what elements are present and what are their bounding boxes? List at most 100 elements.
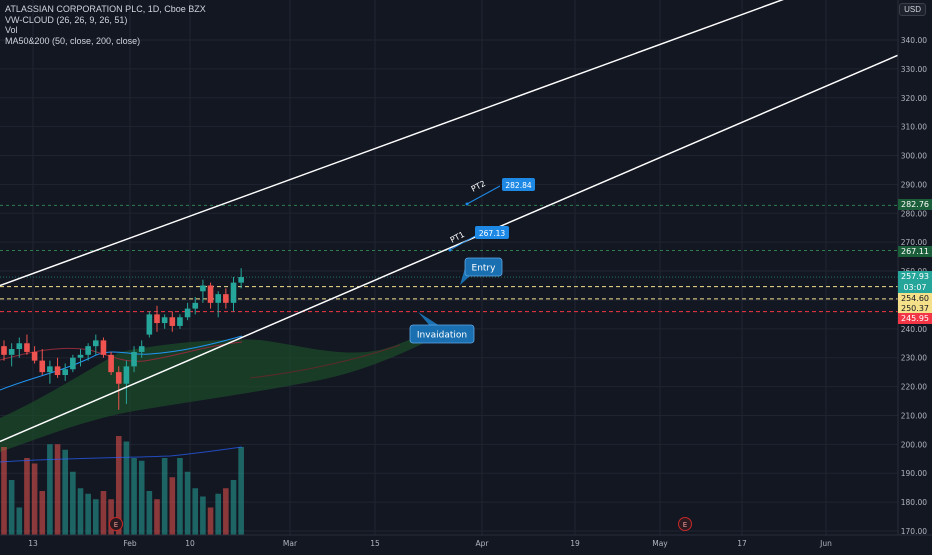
pt2-arrow [466,185,501,205]
candle-body [93,340,99,347]
volume-bar [154,499,160,535]
earnings-marker-jan-label: E [114,521,118,529]
x-tick-label: 17 [737,539,747,548]
volume-bar [207,507,214,535]
volume-bar [138,460,145,535]
indicator-ma[interactable]: MA50&200 (50, close, 200, close) [5,35,141,46]
y-tick-label: 270.00 [901,238,927,247]
ma50-line [0,335,243,391]
volume-bar [77,488,84,535]
pt1-dot [448,248,452,252]
entry-callout-box [464,257,503,277]
pt1-value-box [475,226,509,239]
candle-body [207,285,214,303]
earnings-marker-jan [109,517,123,531]
volume-bar [123,441,130,535]
volume-bar [108,499,114,535]
lower-channel-line [0,54,899,443]
candle-body [146,314,153,335]
chart-legend: ATLASSIAN CORPORATION PLC, 1D, Cboe BZX … [5,4,206,46]
volume-bar [62,449,68,535]
candle-body [223,294,229,303]
candle-body [154,314,160,324]
y-tick-label: 340.00 [901,36,927,45]
symbol-title[interactable]: ATLASSIAN CORPORATION PLC, 1D, Cboe BZX [5,4,206,14]
candle-body [47,366,53,373]
cloud-edge [249,344,401,379]
volume-bar [169,477,176,535]
volume-bar [238,447,244,535]
volume-bar [1,447,7,535]
x-tick-label: Apr [476,539,490,548]
candle-body [200,285,206,292]
candle-body [100,340,107,355]
volume-bar [39,491,46,535]
candle-body [62,369,68,376]
volume-bar [93,499,99,535]
volume-bar [200,496,206,535]
candle-body [85,346,91,355]
x-tick-label: 19 [570,539,580,548]
currency-button[interactable]: USD [899,3,926,16]
trendlines[interactable] [0,0,899,443]
upper-channel-line [0,0,784,287]
y-tick-label: 170.00 [901,527,927,536]
candle-body [192,302,199,309]
y-tick-label: 320.00 [901,94,927,103]
candle-body [215,294,221,303]
earnings-marker-may-label: E [683,521,687,529]
candle-body [24,343,30,352]
x-tick-label: 15 [370,539,380,548]
volume-bar [223,488,229,535]
candle-body [39,360,46,373]
pt2-value: 282.84 [505,181,531,190]
x-tick-label: 13 [28,539,38,548]
indicator-volume[interactable]: Vol [5,25,18,35]
candle-body [238,277,244,283]
volume-bar [85,493,91,535]
price-box: 282.76 [898,198,932,210]
candle-body [115,372,122,384]
volume-bar [230,480,237,535]
y-tick-label: 210.00 [901,411,927,420]
x-tick-label: 10 [185,539,195,548]
volume-bar [215,493,221,535]
invalidation-callout-box [409,324,475,344]
candle-body [31,351,38,361]
indicator-vw-cloud[interactable]: VW-CLOUD (26, 26, 9, 26, 51) [5,14,128,25]
candle-body [54,366,61,376]
volume-bar [100,491,107,535]
entry-callout-text: Entry [472,264,497,274]
price-box: 245.95 [898,312,932,324]
x-tick-label: Feb [123,539,137,548]
earnings-marker-may [678,517,692,531]
pt2-label: PT2 [470,179,487,194]
y-tick-label: 190.00 [901,469,927,478]
volume-bar [47,444,53,535]
pt1-value: 267.13 [479,229,505,238]
pt2-dot [465,202,469,206]
volume-bar [184,471,191,535]
y-tick-label: 200.00 [901,440,927,449]
candle-body [1,346,7,355]
y-tick-label: 310.00 [901,123,927,132]
price-box: 250.37 [898,302,932,314]
vw-cloud [0,330,430,452]
volume-bar [192,488,199,535]
candle-body [16,343,23,350]
x-tick-label: Mar [283,539,298,548]
price-box: 254.60 [898,292,932,304]
volume-bar [54,444,61,535]
volume-bar [161,458,168,535]
candle-body [184,308,191,318]
time-axis-bg [0,535,932,550]
price-box: 267.11 [898,245,932,257]
pt2-value-box [502,178,535,191]
price-levels [0,204,898,313]
y-tick-label: 330.00 [901,65,927,74]
candles[interactable] [1,268,244,410]
candle-body [77,354,84,358]
